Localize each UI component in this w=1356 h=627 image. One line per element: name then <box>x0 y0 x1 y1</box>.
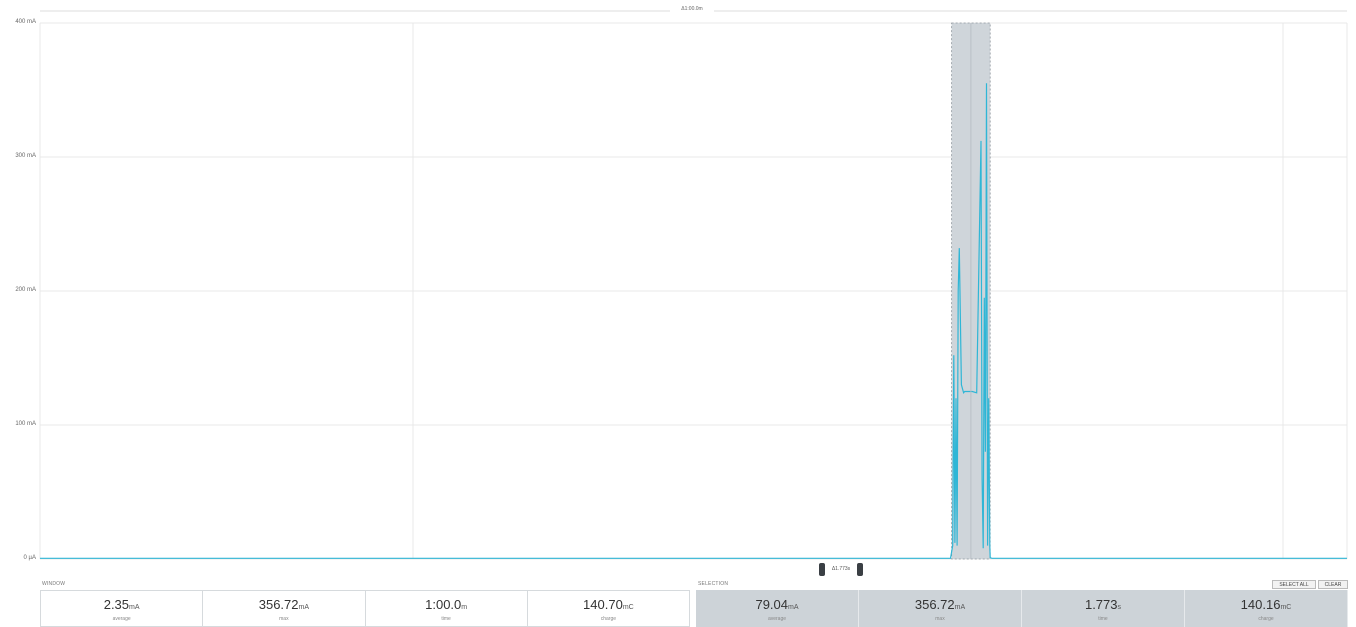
series-line <box>40 83 1347 559</box>
stat-unit: s <box>1117 603 1122 611</box>
stat-value: 79.04 <box>755 596 789 612</box>
stat-unit: mA <box>298 603 310 611</box>
selection-label: SELECTION <box>698 581 729 587</box>
y-tick-label: 0 µA <box>23 555 36 561</box>
window-charge: 140.70mC charge <box>528 591 689 626</box>
y-tick-label: 100 mA <box>15 421 36 427</box>
selection-start-handle[interactable] <box>819 563 825 576</box>
stat-unit: mA <box>954 603 966 611</box>
stat-caption: average <box>767 615 787 622</box>
stat-caption: average <box>112 615 131 622</box>
selection-time: 1.773s time <box>1022 590 1185 627</box>
selection-span-label: Δ1.773s <box>831 566 851 572</box>
stat-caption: max <box>279 615 289 622</box>
stat-unit: m <box>461 603 468 611</box>
stat-value: 2.35 <box>103 596 130 612</box>
stat-caption: charge <box>600 615 617 622</box>
selection-max: 356.72mA max <box>859 590 1022 627</box>
stat-value: 1:00.0 <box>425 596 462 612</box>
window-average: 2.35mA average <box>41 591 204 626</box>
current-trace <box>40 83 1347 559</box>
stat-caption: charge <box>1258 615 1274 622</box>
window-span-label: Δ1:00.0m <box>670 6 714 12</box>
window-label: WINDOW <box>42 581 66 587</box>
stat-value: 356.72 <box>258 596 299 612</box>
selection-charge: 140.16mC charge <box>1185 590 1348 627</box>
stat-caption: time <box>441 615 451 622</box>
selection-average: 79.04mA average <box>696 590 859 627</box>
stat-caption: time <box>1098 615 1108 622</box>
stat-value: 1.773 <box>1084 596 1118 612</box>
selection-end-handle[interactable] <box>857 563 863 576</box>
window-stats: 2.35mA average 356.72mA max 1:00.0m time… <box>40 590 690 627</box>
y-tick-label: 300 mA <box>15 153 36 159</box>
stat-unit: mC <box>622 603 634 611</box>
stat-value: 356.72 <box>914 596 955 612</box>
y-tick-label: 400 mA <box>15 19 36 25</box>
stat-value: 140.70 <box>583 596 623 612</box>
y-tick-label: 200 mA <box>15 287 36 293</box>
window-max: 356.72mA max <box>203 591 366 626</box>
stat-value: 140.16 <box>1240 596 1281 612</box>
stat-unit: mA <box>129 603 140 611</box>
chart-grid <box>39 22 1348 560</box>
window-time: 1:00.0m time <box>366 591 528 626</box>
clear-button[interactable]: CLEAR <box>1318 580 1348 589</box>
current-chart[interactable] <box>0 0 1356 580</box>
stat-unit: mA <box>788 603 799 611</box>
stat-caption: max <box>935 615 945 622</box>
stat-unit: mC <box>1280 603 1292 611</box>
selection-stats: 79.04mA average 356.72mA max 1.773s time… <box>696 590 1348 627</box>
select-all-button[interactable]: SELECT ALL <box>1272 580 1316 589</box>
